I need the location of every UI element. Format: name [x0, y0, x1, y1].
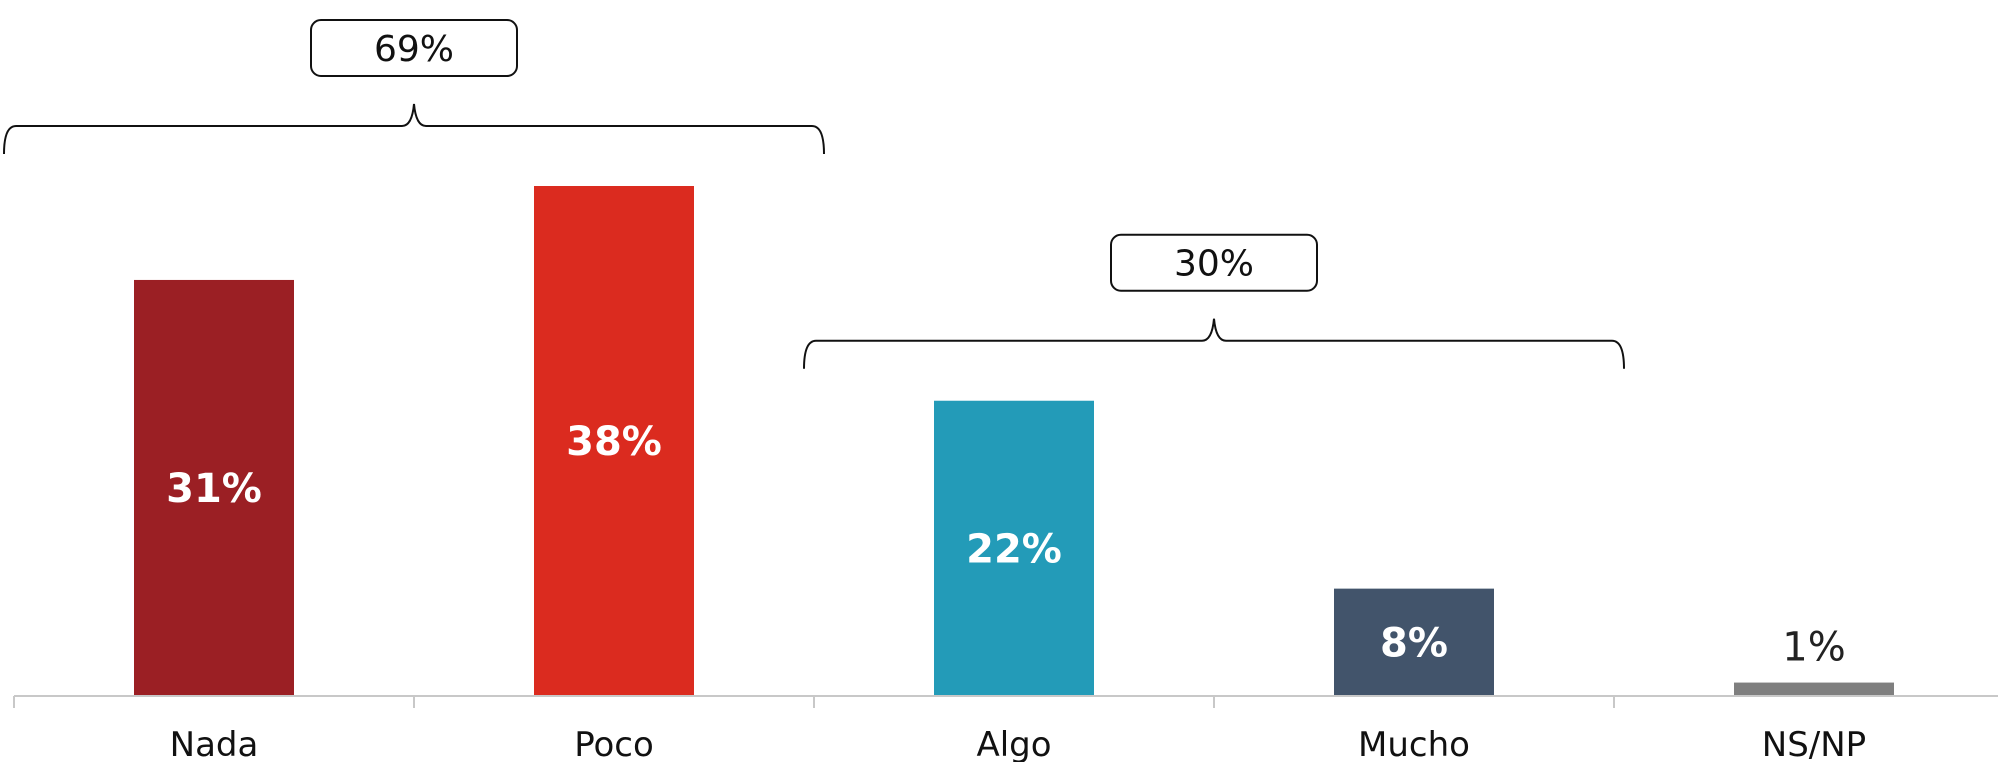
bar-ns-np [1734, 682, 1894, 696]
group-brace [3, 103, 825, 155]
category-label: NS/NP [1762, 725, 1866, 762]
x-axis: Nada Poco Algo Mucho NS/NP [13, 695, 1998, 762]
group-total-label: 30% [1174, 244, 1254, 285]
group-callout-box [310, 19, 518, 77]
group-brackets-layer: 69% 30% [3, 19, 1625, 369]
bar-algo [934, 400, 1094, 696]
bar-nada [134, 279, 294, 696]
data-label: 8% [1380, 620, 1448, 666]
group-brace [803, 318, 1625, 369]
category-label: Algo [976, 725, 1051, 762]
data-label: 22% [966, 526, 1062, 572]
category-label: Nada [170, 725, 259, 762]
data-label: 31% [166, 466, 262, 512]
category-label: Poco [574, 725, 654, 762]
data-label: 1% [1782, 625, 1845, 671]
group-total-label: 69% [374, 29, 454, 70]
category-label: Mucho [1358, 725, 1470, 762]
bar-poco [534, 186, 694, 696]
data-label: 38% [566, 419, 662, 465]
group-callout-box [1110, 233, 1318, 292]
bar-mucho [1334, 588, 1494, 696]
bars-layer: 31% 38% 22% 8% 1% [134, 186, 1894, 696]
